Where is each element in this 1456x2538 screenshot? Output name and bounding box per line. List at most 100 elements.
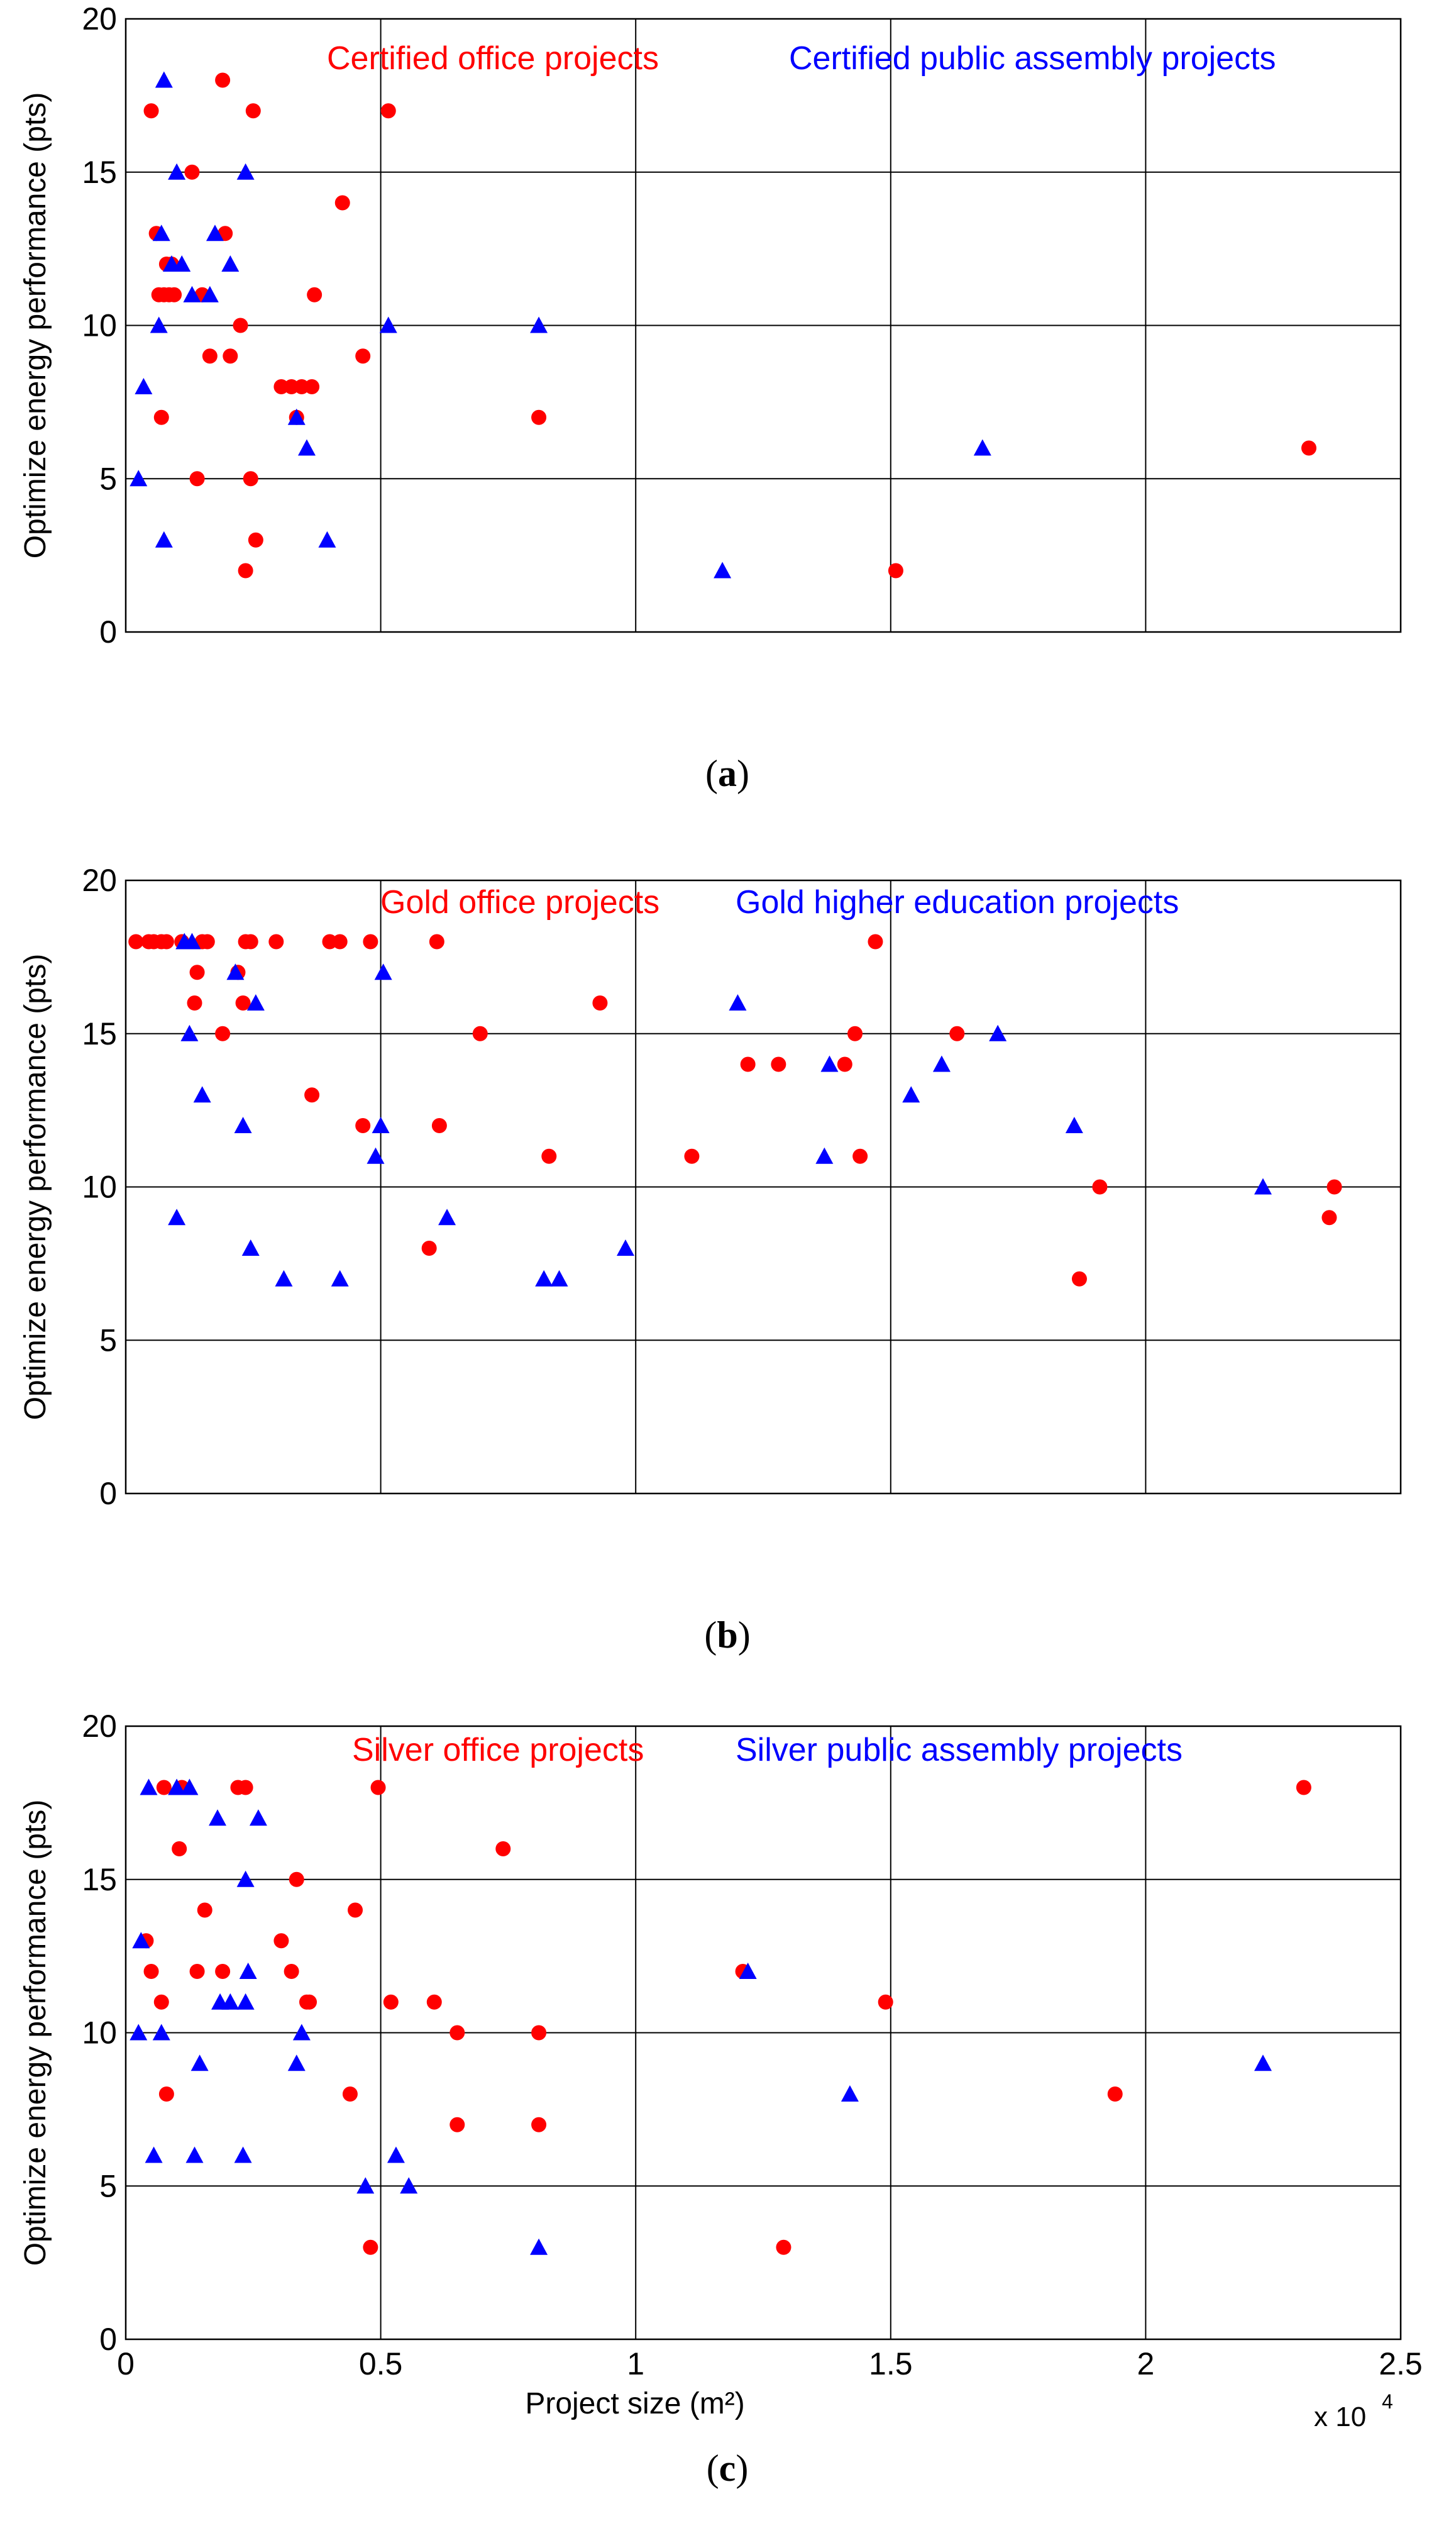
data-point-circle (189, 1964, 205, 1979)
legend-label-office: Gold office projects (380, 884, 659, 921)
legend-label-other: Certified public assembly projects (789, 40, 1276, 77)
data-point-triangle (287, 2054, 306, 2071)
data-point-triangle (206, 224, 224, 241)
data-point-circle (143, 103, 159, 119)
data-point-circle (215, 1964, 231, 1979)
data-point-triangle (190, 2054, 209, 2071)
data-point-triangle (356, 2177, 375, 2194)
data-point-circle (495, 1841, 511, 1856)
data-point-triangle (221, 255, 240, 272)
data-point-circle (1326, 1179, 1342, 1195)
data-point-circle (1107, 2086, 1123, 2102)
data-point-circle (541, 1148, 557, 1164)
y-tick-label: 15 (82, 1016, 117, 1051)
data-point-triangle (193, 1086, 211, 1103)
data-point-triangle (275, 1270, 293, 1287)
y-tick-label: 20 (82, 1, 117, 36)
data-point-circle (348, 1902, 363, 1918)
data-point-circle (215, 72, 231, 88)
data-point-triangle (183, 933, 201, 950)
data-point-triangle (318, 531, 336, 548)
data-point-circle (431, 1118, 447, 1133)
data-point-triangle (292, 2024, 311, 2041)
data-point-triangle (973, 439, 991, 456)
data-point-circle (302, 1994, 317, 2010)
data-point-circle (740, 1056, 756, 1072)
x-multiplier-label: x 10 (1314, 2402, 1366, 2432)
data-point-triangle (168, 163, 186, 180)
data-point-triangle (989, 1024, 1007, 1041)
data-point-circle (233, 318, 248, 333)
data-point-circle (380, 103, 396, 119)
data-point-circle (153, 409, 169, 425)
legend-label-office: Certified office projects (327, 40, 659, 77)
data-point-circle (370, 1780, 386, 1795)
panel-c-chart: 0 5 10 15 20 0 0.5 1 1.5 2 2.5 Optimize energy perf… (19, 1709, 1423, 2489)
data-point-circle (158, 2086, 174, 2102)
data-point-circle (156, 1780, 172, 1795)
data-point-circle (383, 1994, 399, 2010)
y-axis-label: Optimize energy performance (pts) (19, 92, 52, 559)
panel-caption: (a) (705, 753, 749, 794)
data-point-circle (847, 1026, 863, 1041)
data-point-circle (1296, 1780, 1311, 1795)
data-point-circle (837, 1056, 852, 1072)
data-point-triangle (387, 2146, 405, 2163)
data-point-triangle (438, 1209, 456, 1226)
data-point-triangle (183, 285, 201, 302)
data-point-triangle (535, 1270, 553, 1287)
data-point-triangle (1254, 1178, 1272, 1195)
y-tick-label: 0 (99, 2322, 117, 2357)
data-point-circle (776, 2239, 791, 2255)
data-point-circle (355, 348, 371, 364)
data-point-circle (248, 532, 263, 548)
y-axis-label: Optimize energy performance (pts) (19, 954, 52, 1421)
y-tick-label: 20 (82, 863, 117, 898)
data-point-triangle (249, 1809, 267, 1826)
data-point-circle (158, 934, 174, 950)
data-point-circle (531, 2025, 547, 2041)
data-point-triangle (180, 1778, 199, 1795)
y-tick-label: 20 (82, 1709, 117, 1744)
data-point-triangle (841, 2085, 859, 2102)
data-point-circle (223, 348, 238, 364)
y-tick-label: 15 (82, 1862, 117, 1897)
data-point-circle (143, 1964, 159, 1979)
data-point-circle (355, 1118, 371, 1133)
data-point-circle (878, 1994, 893, 2010)
data-point-circle (868, 934, 883, 950)
data-point-triangle (530, 2238, 548, 2255)
data-point-circle (189, 965, 205, 980)
y-axis-label: Optimize energy performance (pts) (19, 1800, 52, 2266)
data-point-triangle (209, 1809, 227, 1826)
x-tick-label: 2 (1137, 2346, 1154, 2381)
y-tick-label: 10 (82, 2015, 117, 2051)
data-point-triangle (150, 316, 168, 333)
data-point-triangle (550, 1270, 568, 1287)
data-point-triangle (367, 1147, 385, 1164)
data-point-triangle (820, 1055, 839, 1072)
data-point-triangle (1065, 1117, 1083, 1133)
data-point-circle (426, 1994, 442, 2010)
data-point-circle (531, 409, 547, 425)
data-point-triangle (1254, 2054, 1272, 2071)
x-axis-label: Project size (m²) (525, 2387, 744, 2420)
data-point-triangle (185, 2146, 204, 2163)
data-point-circle (421, 1241, 437, 1256)
data-point-triangle (400, 2177, 418, 2194)
data-point-triangle (616, 1239, 634, 1256)
data-point-circle (888, 563, 903, 579)
data-point-triangle (331, 1270, 349, 1287)
data-point-triangle (155, 71, 173, 88)
data-point-triangle (201, 285, 219, 302)
data-point-circle (592, 995, 608, 1011)
data-point-circle (187, 995, 202, 1011)
data-point-circle (238, 563, 253, 579)
data-point-triangle (902, 1086, 920, 1103)
y-tick-label: 0 (99, 614, 117, 650)
data-point-circle (245, 103, 261, 119)
data-point-triangle (168, 1778, 186, 1795)
data-point-circle (1092, 1179, 1108, 1195)
data-point-circle (1071, 1271, 1087, 1287)
